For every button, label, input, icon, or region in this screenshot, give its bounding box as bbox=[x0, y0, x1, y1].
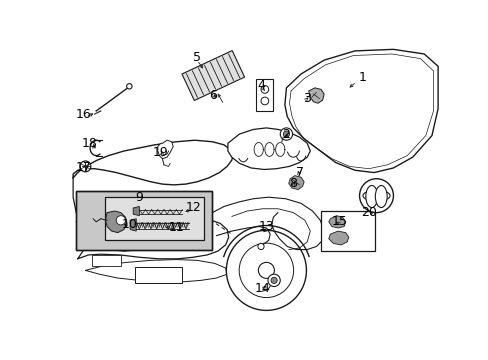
Text: 19: 19 bbox=[153, 146, 168, 159]
Circle shape bbox=[283, 131, 289, 137]
Bar bbox=[91, 255, 121, 266]
Bar bbox=[321, 211, 374, 251]
Polygon shape bbox=[227, 128, 310, 170]
Circle shape bbox=[261, 86, 268, 93]
Polygon shape bbox=[285, 49, 437, 172]
Text: 14: 14 bbox=[254, 282, 270, 294]
Polygon shape bbox=[130, 219, 136, 231]
Text: 5: 5 bbox=[193, 50, 201, 64]
Circle shape bbox=[226, 230, 306, 310]
Bar bbox=[76, 191, 212, 249]
Polygon shape bbox=[133, 206, 139, 216]
Circle shape bbox=[80, 161, 91, 172]
Text: 4: 4 bbox=[257, 79, 264, 92]
Text: 6: 6 bbox=[209, 89, 217, 102]
Polygon shape bbox=[328, 231, 348, 245]
Bar bbox=[256, 78, 273, 111]
Circle shape bbox=[270, 277, 277, 283]
Polygon shape bbox=[182, 50, 244, 100]
Ellipse shape bbox=[375, 185, 386, 207]
Circle shape bbox=[126, 84, 132, 89]
Text: 13: 13 bbox=[258, 220, 274, 233]
Circle shape bbox=[359, 179, 393, 213]
Text: 2: 2 bbox=[281, 127, 289, 140]
Polygon shape bbox=[308, 88, 324, 103]
Text: 15: 15 bbox=[331, 215, 347, 228]
Circle shape bbox=[239, 243, 293, 298]
Circle shape bbox=[280, 128, 292, 140]
Polygon shape bbox=[328, 216, 345, 228]
Polygon shape bbox=[158, 140, 173, 159]
Text: 9: 9 bbox=[135, 191, 143, 204]
Text: 18: 18 bbox=[82, 137, 98, 150]
Text: 12: 12 bbox=[185, 202, 201, 215]
Text: 11: 11 bbox=[168, 221, 184, 234]
Ellipse shape bbox=[362, 190, 389, 201]
Polygon shape bbox=[105, 211, 127, 233]
Circle shape bbox=[267, 274, 280, 287]
Circle shape bbox=[261, 97, 268, 105]
Ellipse shape bbox=[365, 185, 377, 207]
Circle shape bbox=[257, 243, 264, 249]
Text: 20: 20 bbox=[360, 206, 376, 219]
Text: 17: 17 bbox=[76, 161, 92, 175]
Text: 10: 10 bbox=[122, 219, 138, 231]
Polygon shape bbox=[288, 176, 304, 189]
Text: 7: 7 bbox=[295, 166, 303, 179]
Text: 8: 8 bbox=[289, 177, 297, 190]
Text: 16: 16 bbox=[76, 108, 92, 121]
Bar bbox=[76, 191, 212, 249]
Text: 1: 1 bbox=[358, 71, 366, 84]
Bar bbox=[135, 266, 182, 283]
Text: 3: 3 bbox=[303, 92, 310, 105]
Circle shape bbox=[258, 262, 274, 278]
Bar bbox=[105, 197, 203, 240]
Circle shape bbox=[116, 216, 125, 225]
